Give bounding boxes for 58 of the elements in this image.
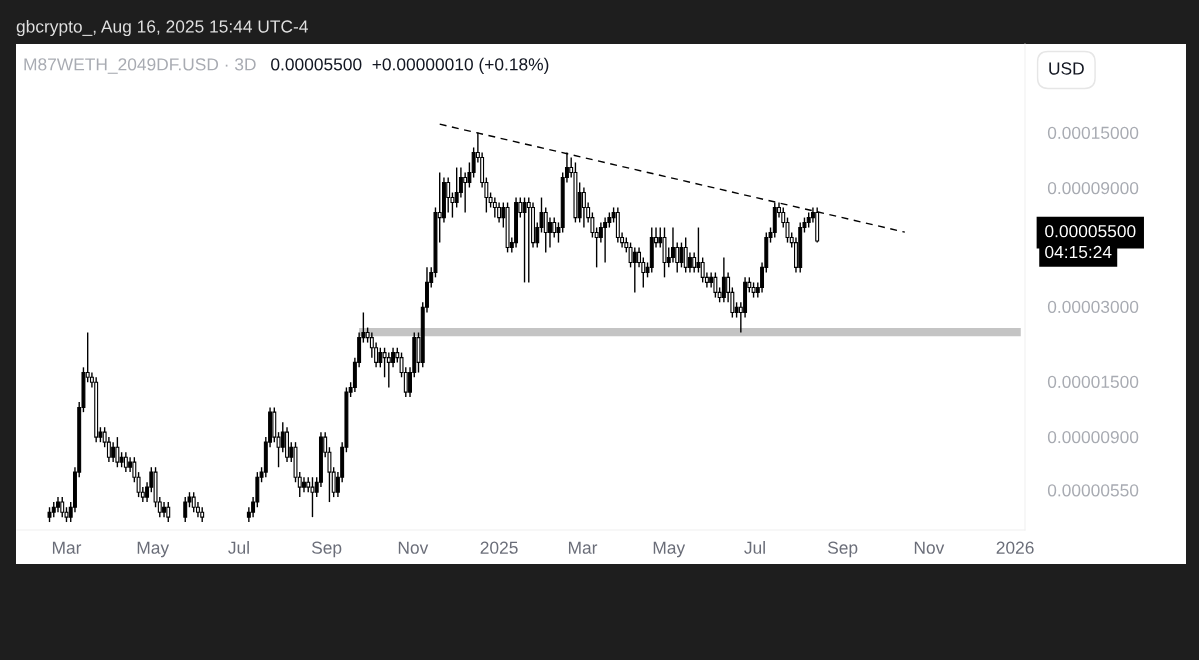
x-tick-label: Mar xyxy=(52,541,82,554)
candlestick xyxy=(378,347,383,369)
x-tick-label: Nov xyxy=(914,541,945,554)
candlestick xyxy=(497,201,502,224)
x-tick-label: Sep xyxy=(827,541,858,558)
x-tick-label: Mar xyxy=(568,541,598,554)
candlestick xyxy=(679,241,684,269)
candlestick xyxy=(115,436,120,468)
candlestick xyxy=(123,451,128,473)
x-tick-label: Sep xyxy=(311,541,342,558)
candlestick xyxy=(552,216,557,239)
text: M87WETH_2049DF.USD · 3D xyxy=(24,58,256,74)
x-tick-label: Nov xyxy=(398,541,429,554)
candlestick xyxy=(692,251,697,274)
candlestick xyxy=(632,246,637,294)
candlestick xyxy=(526,196,531,284)
candlestick xyxy=(522,196,527,284)
candlestick xyxy=(581,186,586,229)
x-tick-label: 2026 xyxy=(996,541,1034,554)
y-tick-label: 0.00000550 xyxy=(1047,484,1139,497)
candlestick xyxy=(183,496,188,523)
text: gbcrypto_, Aug 16, 2025 15:44 UTC-4 xyxy=(16,19,308,37)
y-tick-label: 0.00009000 xyxy=(1047,181,1139,195)
candlestick xyxy=(111,441,116,463)
text: 0.00005500 +0.00000010 (+0.18%) xyxy=(271,57,549,74)
candlestick xyxy=(191,491,196,513)
candlestick xyxy=(696,226,701,274)
candlestick xyxy=(446,176,451,214)
candlestick xyxy=(700,256,705,284)
candlestick xyxy=(683,236,688,274)
x-tick-label: May xyxy=(653,541,686,558)
x-tick-label: May xyxy=(137,541,170,558)
text: USD xyxy=(1049,62,1084,75)
y-tick-label: 0.00015000 xyxy=(1047,126,1139,139)
candlestick xyxy=(60,496,65,518)
candlestick xyxy=(603,216,608,264)
y-tick-label: 0.00001500 xyxy=(1047,375,1139,388)
candlestick xyxy=(386,351,391,389)
y-tick-label: 0.00003000 xyxy=(1047,300,1139,314)
candlestick xyxy=(671,226,675,264)
candlestick xyxy=(492,196,497,219)
candlestick xyxy=(713,271,718,299)
candlestick xyxy=(637,246,642,269)
candlestick xyxy=(463,171,468,214)
candlestick xyxy=(721,256,726,304)
x-tick-label: 2025 xyxy=(480,541,518,554)
x-tick-label: Jul xyxy=(228,541,249,554)
candlestick xyxy=(106,436,111,463)
candlestick xyxy=(166,501,171,523)
candlestick xyxy=(687,251,692,274)
candlestick xyxy=(543,206,548,254)
text: 0.00005500 xyxy=(1045,225,1136,238)
candlestick xyxy=(454,166,459,209)
y-tick-label: 0.00000900 xyxy=(1047,430,1139,444)
text: 04:15:24 xyxy=(1045,245,1112,259)
x-tick-label: Jul xyxy=(744,541,765,554)
candlestick xyxy=(548,216,552,249)
candlestick xyxy=(310,476,315,518)
